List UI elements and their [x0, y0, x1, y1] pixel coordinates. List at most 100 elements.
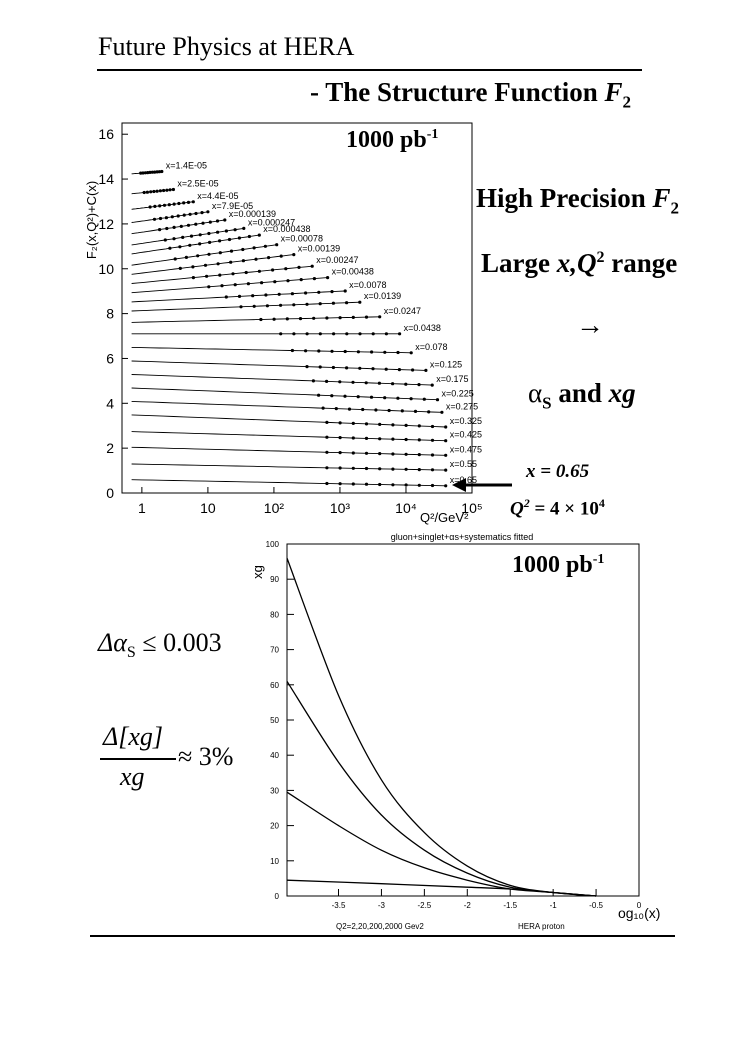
f2-data-point [299, 278, 303, 282]
f2-data-point [263, 244, 267, 248]
f2-ytick-label: 2 [106, 440, 114, 456]
f2-data-point [398, 332, 402, 336]
f2-data-point [356, 350, 360, 354]
f2-data-point [312, 316, 316, 320]
f2-data-point [318, 332, 322, 336]
f2-data-point [338, 466, 342, 470]
f2-data-point [435, 398, 440, 402]
f2-data-point [200, 211, 204, 215]
f2-series: x=0.125 [131, 359, 462, 372]
f2-data-point [164, 216, 168, 220]
f2-data-point [207, 285, 211, 289]
xg-lumi-label: 1000 pb-1 [512, 552, 604, 578]
f2-data-point [271, 268, 275, 272]
f2-data-point [430, 438, 435, 442]
f2-series-label: x=0.00078 [281, 234, 323, 244]
f2-data-point [384, 367, 388, 371]
f2-curve [131, 360, 426, 371]
f2-data-point [370, 350, 374, 354]
frac-value: ≈ 3% [178, 742, 234, 771]
f2-data-point [171, 187, 175, 192]
xg-ytick-label: 10 [270, 857, 279, 866]
f2-curve [131, 431, 446, 442]
f2-data-point [317, 393, 321, 397]
alphas-xg-label: αS and xg [528, 378, 636, 413]
f2-series: x=0.078 [131, 342, 447, 355]
f2-data-point [188, 212, 192, 216]
xg-ytick-label: 40 [270, 751, 279, 760]
f2-data-point [404, 437, 408, 442]
f2-data-point [286, 279, 290, 283]
f2-data-point [351, 380, 355, 384]
f2-series-label: x=0.225 [441, 389, 473, 399]
f2-data-point [305, 332, 309, 336]
f2-data-point [252, 304, 256, 308]
xg-xtick-label: -3.5 [332, 901, 346, 910]
f2-data-point [172, 225, 176, 229]
f2-series: x=0.0139 [131, 291, 401, 312]
f2-data-point [304, 291, 308, 295]
f2-data-point [160, 169, 164, 174]
xg-x-axis-label: og₁₀(x) [618, 905, 660, 921]
point-x-label: x = 0.65 [526, 461, 590, 482]
f2-data-point [404, 423, 408, 427]
f2-curve [131, 463, 446, 471]
f2-data-point [167, 203, 171, 207]
f2-data-point [178, 266, 182, 270]
f2-data-point [325, 466, 329, 470]
f2-data-point [404, 467, 408, 471]
f2-data-point [358, 332, 362, 336]
f2-data-point [345, 366, 349, 370]
f2-data-point [242, 226, 246, 230]
f2-data-point [244, 270, 248, 275]
f2-data-point [383, 350, 387, 354]
f2-data-point [267, 256, 271, 260]
xg-ytick-label: 0 [275, 892, 280, 901]
f2-data-point [409, 397, 413, 401]
f2-data-point [383, 396, 387, 400]
f2-data-point [297, 265, 301, 269]
f2-series-label: x=7.9E-05 [212, 201, 253, 211]
f2-data-point [257, 269, 261, 273]
f2-curve [131, 254, 294, 275]
f2-data-point [417, 468, 421, 472]
xg-xtick-label: -1.5 [503, 901, 517, 910]
f2-data-point [233, 228, 237, 232]
f2-data-point [208, 240, 212, 244]
f2-data-point [409, 351, 413, 355]
f2-data-point [351, 482, 355, 486]
xg-curve [286, 557, 597, 897]
f2-data-point [233, 283, 237, 287]
f2-data-point [330, 394, 334, 398]
xg-xtick-label: -0.5 [589, 901, 603, 910]
f2-data-point [374, 408, 378, 412]
f2-curve [131, 479, 446, 487]
xg-band [287, 792, 381, 850]
xg-band [287, 558, 381, 780]
page-title: Future Physics at HERA [98, 32, 355, 61]
f2-data-point [364, 315, 369, 319]
f2-data-point [345, 301, 349, 305]
f2-curve [131, 400, 442, 413]
f2-data-point [292, 303, 296, 307]
hp-text: High Precision [476, 183, 653, 213]
delta-alpha-sub: S [126, 644, 136, 662]
xg-ytick-label: 30 [270, 786, 279, 795]
f2-series-label: x=0.0247 [384, 306, 421, 316]
f2-data-point [153, 170, 157, 174]
f2-data-point [427, 410, 431, 414]
f2-data-point [181, 235, 185, 239]
f2-data-point [404, 382, 408, 386]
f2-data-point [325, 379, 329, 383]
f2-data-point [290, 348, 294, 353]
f2-series-label: x=0.125 [430, 359, 462, 369]
f2-curve [131, 446, 446, 456]
f2-data-point [417, 424, 421, 428]
f2-series-label: x=2.5E-05 [177, 178, 218, 188]
xg-plot-frame [286, 543, 640, 897]
f2-series-label: x=0.000247 [248, 217, 295, 227]
f2-data-point [338, 421, 342, 425]
f2-data-point [331, 365, 335, 370]
f2-data-point [417, 383, 421, 387]
f2-data-point [338, 380, 342, 384]
